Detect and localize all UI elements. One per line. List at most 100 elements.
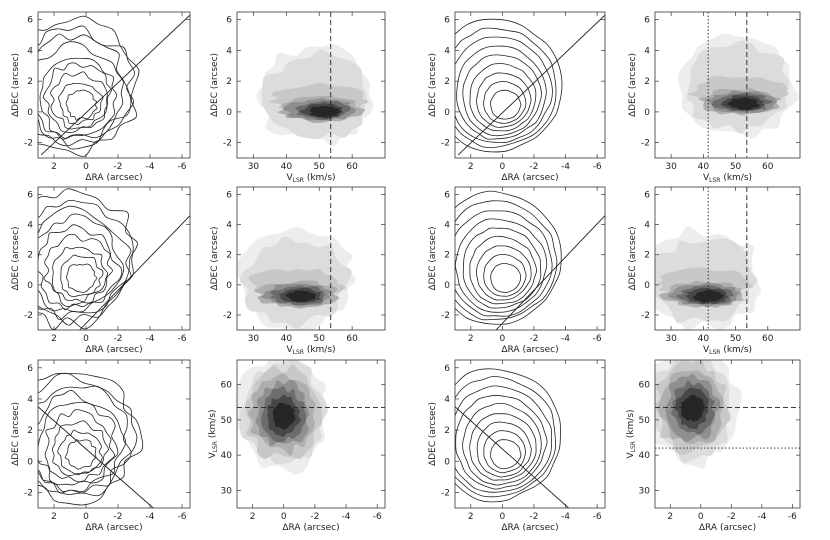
y-tick-label: 4: [644, 46, 650, 56]
x-tick-label: 2: [468, 334, 474, 344]
contour-level: [455, 36, 553, 144]
x-tick-label: 0: [83, 162, 89, 172]
y-tick-label: 4: [27, 395, 33, 405]
contour-level: [462, 227, 542, 309]
panel-2-0: 2 0 -2 -4 -6 -2 0 2 4 6 ΔRA (arcsec) ΔDEC (arcsec): [11, 359, 191, 533]
plot-frame: [654, 186, 801, 331]
cut-line: [40, 14, 190, 156]
contour-level: [60, 254, 104, 298]
contour-level: [476, 72, 532, 128]
x-tick-label: 2: [468, 162, 474, 172]
x-tick-label: -6: [178, 512, 187, 522]
contour-level: [462, 54, 542, 137]
y-tick-label: 4: [27, 46, 33, 56]
contour-level: [38, 41, 124, 140]
plot-frame: [654, 359, 801, 509]
x-tick-label: 0: [83, 334, 89, 344]
contour-level: [455, 368, 561, 503]
x-axis-label: ΔRA (arcsec): [85, 173, 142, 183]
contour-level: [38, 15, 140, 157]
x-tick-label: 60: [346, 334, 358, 344]
y-tick-label: 6: [444, 16, 450, 26]
panel-1-2: 2 0 -2 -4 -6 -2 0 2 4 6 ΔRA (arcsec) ΔDEC (arcsec): [428, 186, 606, 355]
plot-area: [655, 187, 762, 330]
y-axis-label: ΔDEC (arcsec): [628, 226, 638, 290]
x-tick-label: 0: [500, 512, 506, 522]
contour-level: [483, 430, 526, 474]
contour-level: [455, 376, 557, 498]
y-tick-label: 6: [27, 16, 33, 26]
contour-level: [469, 63, 537, 132]
x-tick-label: 40: [281, 162, 293, 172]
contour-level: [38, 401, 119, 486]
y-tick-label: 4: [444, 46, 450, 56]
plot-area: [38, 372, 154, 508]
y-tick-label: 6: [444, 191, 450, 201]
intensity-level: [309, 105, 341, 118]
contour-level: [50, 71, 108, 130]
panel-2-2: 2 0 -2 -4 -6 -2 0 2 4 6 ΔRA (arcsec) ΔDEC (arcsec): [428, 359, 606, 533]
y-tick-label: -2: [441, 311, 450, 321]
y-tick-label: 0: [444, 281, 450, 291]
y-tick-label: -2: [441, 139, 450, 149]
contour-level: [462, 402, 542, 486]
panel-2-1: 2 0 -2 -4 -6 30 40 50 60 ΔRA (arcsec) VLSR (km/s): [208, 359, 386, 533]
y-tick-label: 0: [226, 108, 232, 118]
y-axis-label: ΔDEC (arcsec): [210, 53, 220, 117]
y-tick-label: 6: [27, 364, 33, 374]
x-tick-label: 0: [698, 512, 704, 522]
plot-area: [455, 14, 605, 156]
x-tick-label: -2: [310, 512, 319, 522]
plot-area: [678, 12, 799, 158]
x-tick-label: -4: [146, 334, 155, 344]
plot-frame: [37, 186, 191, 331]
x-tick-label: 2: [468, 512, 474, 522]
plot-area: [237, 360, 385, 475]
y-tick-label: 6: [27, 191, 33, 201]
contour-level: [66, 263, 98, 293]
panel-1-0: 2 0 -2 -4 -6 -2 0 2 4 6 ΔRA (arcsec) ΔDEC (arcsec): [11, 186, 191, 355]
y-tick-label: 4: [444, 221, 450, 231]
x-tick-label: 50: [730, 334, 742, 344]
y-axis-label: ΔDEC (arcsec): [11, 226, 21, 290]
contour-level: [38, 389, 127, 493]
cut-line: [457, 14, 605, 156]
contour-level: [455, 394, 548, 490]
contour-level: [455, 218, 548, 313]
contour-level: [38, 205, 132, 320]
x-tick-label: -2: [114, 162, 123, 172]
x-tick-label: -6: [788, 512, 797, 522]
x-tick-label: 2: [51, 162, 57, 172]
x-tick-label: -2: [727, 512, 736, 522]
y-tick-label: -2: [223, 311, 232, 321]
contour-level: [475, 245, 532, 301]
contour-level: [490, 439, 522, 470]
y-axis-label: VLSR (km/s): [208, 409, 219, 458]
x-tick-label: -4: [146, 162, 155, 172]
x-tick-label: 60: [762, 162, 774, 172]
y-tick-label: -2: [641, 139, 650, 149]
x-tick-label: 2: [250, 512, 256, 522]
x-tick-label: 30: [248, 162, 260, 172]
plot-area: [256, 12, 374, 158]
y-tick-label: -2: [24, 488, 33, 498]
contour-level: [58, 82, 104, 125]
plot-area: [655, 360, 800, 469]
y-axis-label: VLSR (km/s): [626, 409, 637, 458]
x-tick-label: -4: [757, 512, 766, 522]
x-tick-label: -4: [561, 162, 570, 172]
x-tick-label: 40: [281, 334, 293, 344]
y-tick-label: 6: [226, 16, 232, 26]
plot-frame: [454, 11, 606, 159]
contour-level: [476, 421, 532, 478]
contour-level: [39, 57, 118, 139]
y-tick-label: 2: [644, 77, 650, 87]
x-axis-label: ΔRA (arcsec): [699, 523, 756, 533]
y-tick-label: 50: [221, 416, 233, 426]
x-axis-label: ΔRA (arcsec): [501, 173, 558, 183]
plot-frame: [236, 186, 386, 331]
y-tick-label: -2: [641, 311, 650, 321]
contour-level: [469, 413, 537, 481]
contour-level: [483, 253, 527, 297]
